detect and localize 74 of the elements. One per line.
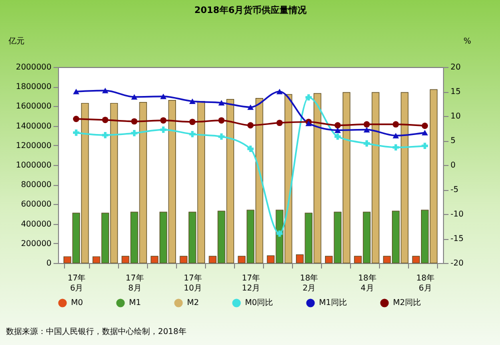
y2-axis-title: %	[464, 36, 472, 46]
point	[102, 116, 108, 124]
point	[422, 122, 428, 129]
point	[422, 142, 428, 150]
y2-tick-label: -5	[450, 185, 458, 194]
y-tick-label: 400000	[20, 219, 52, 228]
point	[247, 146, 254, 152]
x-tick-label: 18年 2月	[300, 274, 318, 292]
y-tick-label: 1000000	[16, 160, 52, 170]
legend-label: M1同比	[319, 298, 347, 307]
legend-label: M2同比	[393, 298, 421, 307]
x-tick-label: 17年 10月	[184, 274, 202, 292]
point	[131, 94, 138, 100]
legend-label: M0同比	[245, 298, 273, 307]
y-tick-label: 1200000	[16, 140, 52, 150]
y2-tick-label: 10	[450, 112, 461, 120]
point	[189, 98, 196, 104]
y-tick-label: 600000	[20, 200, 52, 209]
legend-label: M0	[71, 298, 83, 307]
y2-tick-label: -15	[450, 234, 464, 243]
point	[73, 130, 80, 136]
y-axis-title: 亿元	[8, 36, 24, 46]
point	[102, 132, 108, 138]
y-tick-label: 1800000	[16, 82, 52, 92]
y-tick-label: 0	[46, 258, 52, 268]
y-tick-label: 800000	[20, 180, 52, 190]
point	[422, 130, 428, 136]
point	[392, 132, 399, 138]
y2-tick-label: -20	[450, 258, 464, 268]
source-note: 数据来源：中国人民银行，数据中心绘制，2018年	[6, 326, 186, 337]
x-tick-label: 17年 12月	[242, 274, 260, 292]
point	[189, 130, 196, 138]
x-tick-label: 18年 6月	[416, 274, 434, 292]
y-tick-label: 200000	[20, 238, 52, 248]
y-tick-label: 1600000	[16, 102, 52, 111]
y2-tick-label: 20	[450, 62, 461, 72]
point	[247, 122, 254, 128]
point	[364, 121, 370, 128]
y2-tick-label: 5	[450, 136, 456, 145]
point	[131, 130, 138, 136]
x-tick-label: 18年 4月	[358, 274, 376, 292]
point	[218, 117, 225, 124]
y2-tick-label: -10	[450, 210, 464, 218]
point	[276, 120, 283, 126]
y-tick-label: 1400000	[16, 121, 52, 130]
x-tick-label: 17年 6月	[68, 274, 86, 292]
point	[102, 88, 108, 94]
point	[73, 88, 80, 94]
y2-tick-label: 15	[450, 87, 461, 96]
point	[160, 94, 166, 100]
point	[218, 133, 225, 140]
point	[364, 126, 370, 132]
point	[160, 117, 166, 124]
y-tick-label: 2000000	[16, 62, 52, 72]
point	[392, 121, 399, 128]
point	[73, 116, 80, 122]
chart-title: 2018年6月货币供应量情况	[194, 5, 308, 16]
point	[131, 118, 138, 125]
point	[305, 94, 312, 101]
x-tick-label: 17年 8月	[126, 274, 144, 292]
point	[334, 127, 341, 133]
point	[247, 104, 254, 110]
point	[276, 88, 283, 94]
point	[364, 140, 370, 147]
point	[218, 100, 225, 106]
y2-tick-label: 0	[450, 160, 456, 170]
point	[276, 230, 283, 237]
point	[334, 122, 341, 128]
point	[334, 133, 341, 140]
point	[189, 118, 196, 126]
point	[160, 126, 166, 133]
legend-label: M1	[129, 298, 141, 307]
point	[392, 144, 399, 151]
legend-label: M2	[187, 298, 199, 307]
